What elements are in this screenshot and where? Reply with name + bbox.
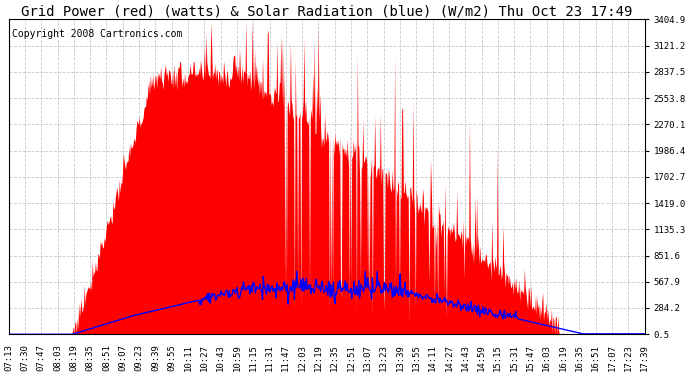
Text: Copyright 2008 Cartronics.com: Copyright 2008 Cartronics.com	[12, 29, 182, 39]
Title: Grid Power (red) (watts) & Solar Radiation (blue) (W/m2) Thu Oct 23 17:49: Grid Power (red) (watts) & Solar Radiati…	[21, 4, 632, 18]
